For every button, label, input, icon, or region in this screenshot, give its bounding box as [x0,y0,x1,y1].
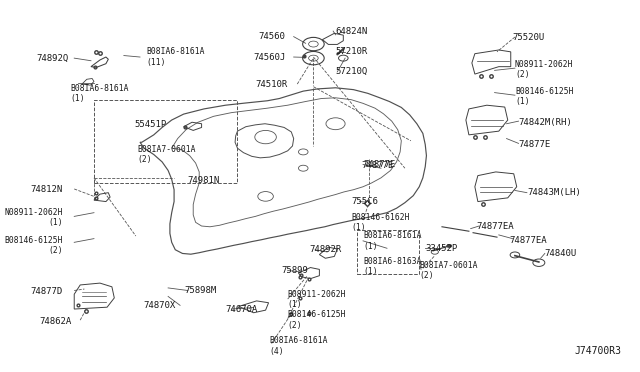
Text: 74670A: 74670A [225,305,258,314]
Text: B08911-2062H
(1): B08911-2062H (1) [288,290,346,310]
Text: N08911-2062H
(2): N08911-2062H (2) [515,60,573,79]
Text: 74877EA: 74877EA [477,221,515,231]
Text: 74892Q: 74892Q [36,54,69,62]
Text: 75520U: 75520U [513,32,545,42]
Bar [357,230,419,274]
Text: 33452P: 33452P [425,244,458,253]
Text: 74843M(LH): 74843M(LH) [527,188,580,197]
Text: 55451P: 55451P [134,121,167,129]
Text: 74892R: 74892R [309,245,342,254]
Text: 74812N: 74812N [31,185,63,194]
Text: 74877D: 74877D [31,287,63,296]
Text: 57210Q: 57210Q [335,67,368,76]
Text: B08IA6-8161A
(4): B08IA6-8161A (4) [270,336,328,356]
Text: B08IA6-8161A
(1): B08IA6-8161A (1) [363,231,422,251]
Text: 74877EA: 74877EA [509,236,547,246]
Text: 64824N: 64824N [335,26,368,36]
Text: J74700R3: J74700R3 [574,346,621,356]
Text: B08IA6-8163A
(1): B08IA6-8163A (1) [363,257,422,276]
Text: 74877E: 74877E [518,140,551,149]
Text: 74842M(RH): 74842M(RH) [518,118,572,127]
Text: B08IA7-0601A
(2): B08IA7-0601A (2) [419,261,477,280]
Text: 74877E: 74877E [361,161,394,170]
Text: B08146-6125H
(1): B08146-6125H (1) [515,87,573,106]
Text: B08IA6-8161A
(11): B08IA6-8161A (11) [146,47,205,67]
Text: 74981N: 74981N [188,176,220,185]
Text: 57210R: 57210R [335,47,368,56]
Text: B08146-6125H
(2): B08146-6125H (2) [4,235,63,255]
Text: 74877E: 74877E [363,160,396,169]
Text: 74560: 74560 [259,32,285,41]
Text: B08IA6-8161A
(1): B08IA6-8161A (1) [70,84,129,103]
Text: 755C6: 755C6 [351,197,378,206]
Text: 75899: 75899 [282,266,308,275]
Text: B08IA7-0601A
(2): B08IA7-0601A (2) [137,145,195,164]
Text: 74862A: 74862A [39,317,71,326]
Text: 74870X: 74870X [143,301,176,310]
Text: B08146-6125H
(2): B08146-6125H (2) [288,311,346,330]
Text: 74560J: 74560J [253,52,285,61]
Text: N08911-2062H
(1): N08911-2062H (1) [4,208,63,227]
Text: 74840U: 74840U [545,249,577,258]
Text: B08146-6162H
(1): B08146-6162H (1) [351,213,410,232]
Text: 75898M: 75898M [185,286,217,295]
Circle shape [446,244,452,248]
Bar [94,100,237,183]
Text: 74510R: 74510R [255,80,288,89]
